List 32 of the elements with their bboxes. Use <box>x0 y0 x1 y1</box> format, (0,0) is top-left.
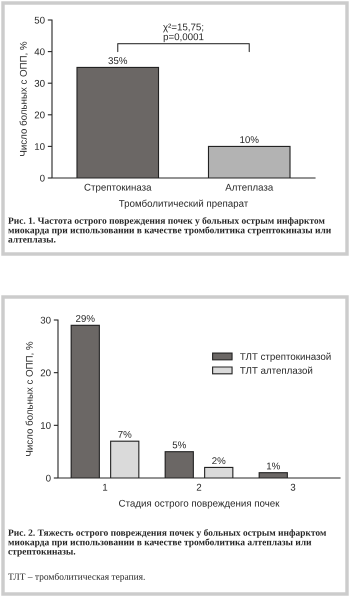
text: Рис. 1. Частота острого повреждения почек у больных острым инфарктом миокарда при использовании в качестве тромболитика стрептокиназы или алтеплазы. <box>8 217 331 243</box>
x-tick-label: 1 <box>103 484 108 491</box>
data-label: 29% <box>76 315 95 322</box>
y-tick-label: 10 <box>40 422 51 429</box>
y-tick-label: 10 <box>34 143 45 150</box>
y-tick-label: 0 <box>46 474 51 482</box>
y-tick-label: 20 <box>34 112 45 118</box>
x-tick-label: Стрептокиназа <box>84 184 152 193</box>
y-tick-label: 0 <box>40 174 45 182</box>
x-tick-label: Алтеплаза <box>225 184 274 191</box>
data-label: 7% <box>118 430 132 438</box>
y-tick-label: 30 <box>40 316 51 324</box>
text: Рис. 2. Тяжесть острого повреждения почек у больных острым инфарктом миокарда при использовании в качестве тромболитика алтеплазы или стрептокиназы. <box>8 529 326 556</box>
y-tick-label: 30 <box>34 80 45 87</box>
data-label: 35% <box>108 57 128 64</box>
text: ТЛТ – тромболитическая терапия. <box>8 573 145 582</box>
y-axis-title: Число больных с ОПП, % <box>20 42 28 156</box>
data-label: 1% <box>266 462 280 470</box>
y-tick-label: 40 <box>34 48 45 56</box>
legend-label: ТЛТ алтеплазой <box>240 366 312 374</box>
y-axis-title: Число больных с ОПП, % <box>26 342 34 456</box>
y-tick-label: 20 <box>40 369 51 376</box>
data-label: 5% <box>172 442 186 448</box>
data-label: 10% <box>240 136 259 144</box>
x-axis-title: Стадия острого повреждения почек <box>119 500 280 509</box>
data-label: 2% <box>212 457 226 464</box>
x-axis-title: Тромболитический препарат <box>118 200 248 209</box>
x-tick-label: 2 <box>196 484 202 491</box>
legend-label: ТЛТ стрептокиназой <box>240 352 331 362</box>
x-tick-label: 3 <box>290 484 296 491</box>
y-tick-label: 50 <box>34 16 45 24</box>
annotation: χ²=15,75; p=0,0001 <box>163 24 204 42</box>
